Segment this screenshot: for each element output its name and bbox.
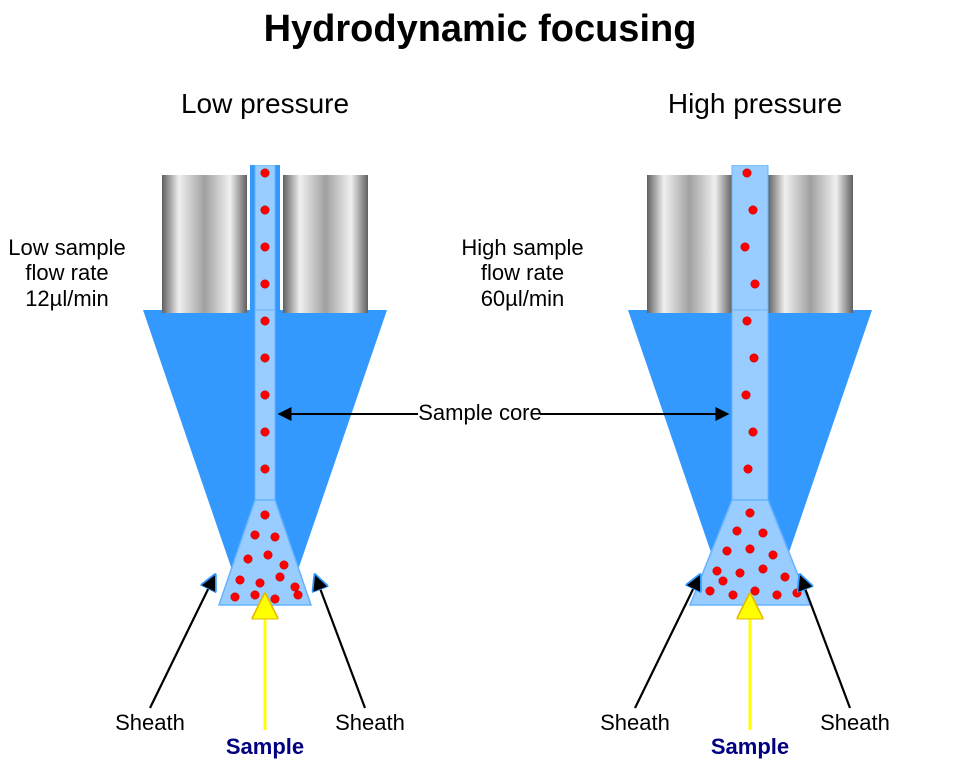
sample-label-right: Sample xyxy=(695,734,805,760)
page-title: Hydrodynamic focusing xyxy=(0,8,960,51)
sheath-label-left-2: Sheath xyxy=(320,710,420,736)
sheath-label-left-1: Sheath xyxy=(105,710,195,736)
sample-label-left: Sample xyxy=(210,734,320,760)
sheath-label-right-1: Sheath xyxy=(590,710,680,736)
sheath-label-right-2: Sheath xyxy=(805,710,905,736)
flowrate-high: High sample flow rate 60µl/min xyxy=(455,235,590,311)
flowrate-high-line3: 60µl/min xyxy=(481,286,565,311)
diagram-high-pressure xyxy=(575,165,925,685)
flowrate-high-line1: High sample xyxy=(461,235,583,260)
diagram-low-pressure xyxy=(90,165,440,685)
flowrate-high-line2: flow rate xyxy=(481,260,564,285)
subtitle-low-pressure: Low pressure xyxy=(150,88,380,120)
subtitle-high-pressure: High pressure xyxy=(640,88,870,120)
page: Hydrodynamic focusing Low pressure High … xyxy=(0,0,960,766)
